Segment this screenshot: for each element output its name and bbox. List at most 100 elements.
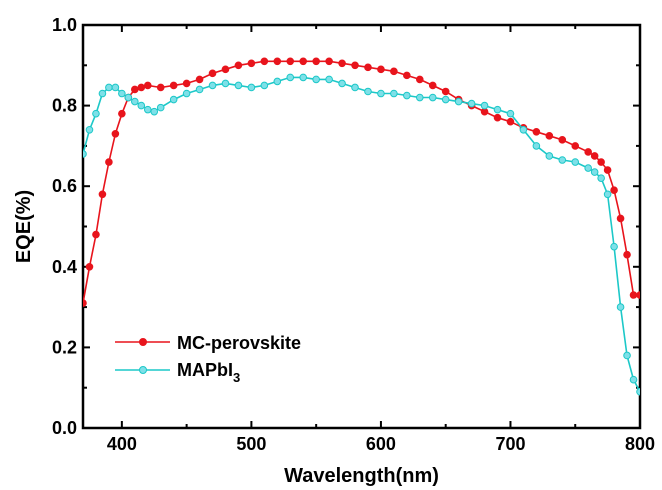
data-point-mc-perovskite — [590, 152, 599, 160]
x-axis-title: Wavelength(nm) — [284, 465, 439, 487]
plot-frame — [81, 23, 642, 430]
y-tick-label: 0.0 — [52, 418, 77, 438]
data-point-mapbi3 — [182, 89, 191, 98]
data-point-mapbi3 — [137, 101, 146, 110]
data-point-mc-perovskite — [83, 299, 87, 307]
data-point-mapbi3 — [98, 89, 107, 98]
data-point-mc-perovskite — [156, 83, 165, 92]
y-tick-label: 1.0 — [52, 15, 77, 35]
legend-marker-mc-perovskite — [139, 338, 147, 346]
data-point-mapbi3 — [105, 83, 113, 92]
data-point-mc-perovskite — [403, 71, 411, 80]
data-point-mapbi3 — [260, 81, 269, 90]
data-point-mc-perovskite — [247, 59, 256, 68]
data-point-mc-perovskite — [137, 83, 146, 92]
y-tick-label: 0.4 — [52, 257, 77, 277]
data-point-mc-perovskite — [221, 65, 230, 74]
data-point-mapbi3 — [286, 73, 295, 82]
data-point-mc-perovskite — [182, 79, 191, 88]
data-point-mapbi3 — [519, 125, 528, 134]
data-point-mc-perovskite — [111, 130, 120, 138]
series-mapbi3 — [83, 73, 640, 396]
data-point-mapbi3 — [623, 351, 631, 360]
data-point-mc-perovskite — [506, 117, 515, 126]
data-point-mapbi3 — [338, 79, 346, 88]
data-point-mapbi3 — [273, 77, 282, 86]
y-tick-label: 0.2 — [52, 337, 77, 357]
y-tick-label: 0.8 — [52, 96, 77, 116]
data-point-mapbi3 — [208, 81, 217, 90]
data-point-mapbi3 — [377, 89, 385, 98]
data-point-mc-perovskite — [493, 113, 502, 122]
data-point-mapbi3 — [195, 85, 204, 94]
data-point-mapbi3 — [364, 87, 372, 96]
data-point-mc-perovskite — [338, 59, 346, 68]
data-point-mc-perovskite — [415, 75, 424, 84]
data-point-mc-perovskite — [92, 230, 100, 239]
data-point-mc-perovskite — [260, 57, 269, 66]
data-point-mc-perovskite — [636, 291, 640, 299]
data-point-mc-perovskite — [610, 186, 618, 195]
series-line-mapbi3 — [83, 76, 640, 393]
x-tick-label: 400 — [107, 434, 137, 454]
data-point-mc-perovskite — [143, 81, 152, 90]
data-point-mc-perovskite — [85, 263, 94, 271]
data-point-mapbi3 — [351, 83, 359, 92]
data-point-mapbi3 — [234, 81, 243, 90]
data-point-mc-perovskite — [351, 61, 359, 70]
x-tick-label: 500 — [236, 434, 266, 454]
data-point-mapbi3 — [92, 109, 100, 118]
data-point-mapbi3 — [590, 168, 599, 176]
data-point-mapbi3 — [428, 93, 437, 102]
data-point-mc-perovskite — [208, 69, 217, 78]
legend-label-mapbi3: MAPbI3 — [177, 360, 240, 385]
data-point-mc-perovskite — [558, 136, 567, 144]
data-point-mapbi3 — [131, 97, 139, 106]
data-point-mc-perovskite — [118, 109, 126, 118]
data-point-mc-perovskite — [603, 166, 612, 174]
data-point-mapbi3 — [636, 387, 640, 396]
data-point-mc-perovskite — [616, 214, 625, 223]
data-point-mapbi3 — [454, 97, 463, 106]
data-point-mapbi3 — [403, 91, 411, 100]
data-point-mc-perovskite — [273, 57, 282, 66]
data-point-mc-perovskite — [105, 158, 113, 166]
legend: MC-perovskite MAPbI3 — [115, 333, 301, 385]
data-point-mc-perovskite — [441, 87, 450, 96]
data-point-mapbi3 — [603, 190, 612, 199]
data-point-mapbi3 — [169, 95, 178, 104]
data-point-mapbi3 — [111, 83, 120, 92]
data-point-mc-perovskite — [584, 148, 592, 156]
y-tick-label: 0.6 — [52, 176, 77, 196]
legend-label-mc-perovskite: MC-perovskite — [177, 333, 301, 353]
data-point-mapbi3 — [124, 93, 133, 102]
data-point-mc-perovskite — [325, 57, 333, 66]
data-point-mc-perovskite — [597, 158, 605, 166]
data-point-mapbi3 — [156, 103, 165, 112]
data-point-mc-perovskite — [195, 75, 204, 84]
data-point-mapbi3 — [325, 75, 333, 84]
data-point-mc-perovskite — [623, 250, 631, 259]
data-point-mc-perovskite — [364, 63, 372, 72]
data-point-mc-perovskite — [98, 190, 107, 199]
data-point-mapbi3 — [584, 164, 592, 172]
data-point-mc-perovskite — [377, 65, 385, 74]
data-point-mc-perovskite — [234, 61, 243, 70]
data-point-mc-perovskite — [286, 57, 295, 66]
data-point-mapbi3 — [312, 75, 320, 84]
data-point-mapbi3 — [150, 107, 159, 116]
data-point-mapbi3 — [83, 150, 87, 158]
data-point-mapbi3 — [493, 105, 502, 114]
axes: 400 500 600 700 800 0.0 0.2 0.4 0.6 0.8 1.0 — [52, 15, 655, 454]
data-point-mapbi3 — [610, 242, 618, 251]
data-point-mapbi3 — [545, 152, 554, 160]
data-point-mc-perovskite — [299, 57, 308, 66]
data-point-mc-perovskite — [545, 132, 554, 140]
x-tick-label: 700 — [495, 434, 525, 454]
data-point-mc-perovskite — [312, 57, 320, 66]
x-tick-label: 800 — [625, 434, 655, 454]
data-point-mapbi3 — [118, 89, 126, 98]
data-point-mapbi3 — [85, 125, 94, 134]
series-mc-perovskite — [83, 57, 640, 307]
